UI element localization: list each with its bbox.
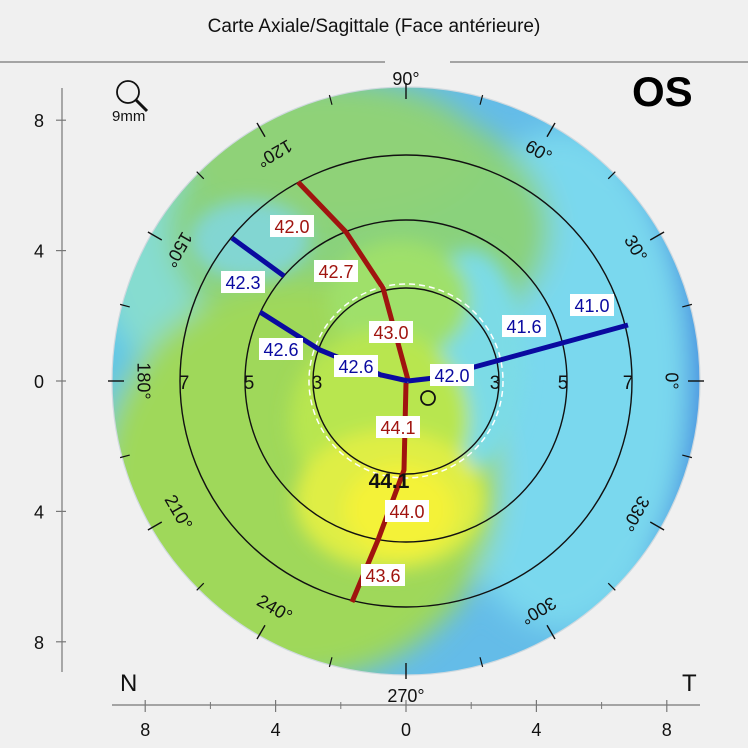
steep-meridian-reading: 44.1 xyxy=(376,416,420,438)
reading-box xyxy=(314,260,358,282)
eye-label: OS xyxy=(632,68,693,115)
steep-meridian-reading: 42.0 xyxy=(270,215,314,237)
angle-minor-tick xyxy=(119,303,130,308)
angle-minor-tick xyxy=(682,454,693,459)
reading-box xyxy=(570,294,614,316)
flat-meridian-reading: 42.0 xyxy=(430,364,474,386)
zoom-label: 9mm xyxy=(112,108,146,125)
map-title: Carte Axiale/Sagittale (Face antérieure) xyxy=(207,16,541,37)
center-k-value: 44.1 xyxy=(369,470,410,493)
angle-tick xyxy=(256,122,266,138)
angle-label: 270° xyxy=(387,686,424,706)
pupil-circle xyxy=(308,283,504,479)
ring-label: 5 xyxy=(244,373,255,394)
reading-box xyxy=(221,271,265,293)
x-axis-ticks: 8 4 0 4 8 xyxy=(140,700,672,740)
reading-box xyxy=(361,564,405,586)
angle-minor-tick xyxy=(196,171,205,180)
x-tick-label: 8 xyxy=(140,720,150,740)
angle-tick xyxy=(546,122,556,138)
angle-tick xyxy=(546,624,556,640)
ring-label: 3 xyxy=(312,373,323,394)
ring-label: 5 xyxy=(558,373,569,394)
y-tick-label: 8 xyxy=(34,111,44,131)
flat-meridian-reading: 42.6 xyxy=(334,355,378,377)
reading-box xyxy=(385,500,429,522)
reading-value: 42.7 xyxy=(318,262,353,282)
flat-meridian-reading: 41.6 xyxy=(502,315,546,337)
angle-label: 180° xyxy=(133,362,153,399)
reading-box xyxy=(502,315,546,337)
y-tick-label: 8 xyxy=(34,633,44,653)
flat-meridian-reading: 42.3 xyxy=(221,271,265,293)
reading-value: 44.1 xyxy=(380,418,415,438)
steep-meridian-reading: 43.0 xyxy=(369,321,413,343)
nasal-label: N xyxy=(120,670,138,697)
zone-ring xyxy=(179,154,633,608)
flat-meridian-reading: 41.0 xyxy=(570,294,614,316)
ring-label: 7 xyxy=(623,373,634,394)
x-tick-label: 0 xyxy=(401,720,411,740)
zone-ring xyxy=(312,287,500,475)
reading-value: 42.3 xyxy=(225,273,260,293)
angle-minor-tick xyxy=(196,582,205,591)
zone-ring xyxy=(244,219,568,543)
flat-meridian-reading: 42.6 xyxy=(259,338,303,360)
angle-minor-tick xyxy=(607,171,616,180)
reading-value: 42.0 xyxy=(274,217,309,237)
angle-tick xyxy=(649,521,665,531)
angle-minor-tick xyxy=(607,582,616,591)
reading-value: 43.6 xyxy=(365,566,400,586)
pupil-center-marker xyxy=(420,390,436,406)
reading-value: 41.0 xyxy=(574,296,609,316)
reading-box xyxy=(376,416,420,438)
reading-box xyxy=(334,355,378,377)
y-tick-label: 4 xyxy=(34,242,44,262)
temporal-label: T xyxy=(682,670,697,697)
x-tick-label: 8 xyxy=(662,720,672,740)
x-tick-label: 4 xyxy=(531,720,541,740)
reading-value: 43.0 xyxy=(373,323,408,343)
reading-value: 42.6 xyxy=(338,357,373,377)
angle-tick xyxy=(649,231,665,241)
ring-labels: 3 3 5 5 7 7 xyxy=(179,373,634,394)
angle-minor-tick xyxy=(479,657,484,668)
steep-meridian-reading: 42.7 xyxy=(314,260,358,282)
steep-meridian-reading: 43.6 xyxy=(361,564,405,586)
steep-meridian-reading: 44.0 xyxy=(385,500,429,522)
angle-minor-tick xyxy=(119,454,130,459)
angle-tick xyxy=(256,624,266,640)
angle-minor-tick xyxy=(682,303,693,308)
angle-tick xyxy=(147,231,163,241)
y-tick-label: 4 xyxy=(34,502,44,522)
x-tick-label: 4 xyxy=(271,720,281,740)
reading-box xyxy=(430,364,474,386)
reading-box xyxy=(369,321,413,343)
angle-label: 90° xyxy=(392,69,419,89)
reading-box xyxy=(259,338,303,360)
magnifier-icon xyxy=(116,80,149,113)
ring-label: 3 xyxy=(490,373,501,394)
reading-value: 41.6 xyxy=(506,317,541,337)
angle-label: 0° xyxy=(661,372,681,389)
k-readings: 43.0 42.7 42.0 44.1 44.0 43.6 42.0 41.6 41.0 42.6… xyxy=(221,215,614,586)
angle-minor-tick xyxy=(328,657,333,668)
reading-box xyxy=(270,215,314,237)
angle-minor-tick xyxy=(328,94,333,105)
reading-value: 44.0 xyxy=(389,502,424,522)
ring-label: 7 xyxy=(179,373,190,394)
reading-value: 42.6 xyxy=(263,340,298,360)
zone-rings xyxy=(179,154,633,608)
y-tick-label: 0 xyxy=(34,372,44,392)
reading-value: 42.0 xyxy=(434,366,469,386)
angle-minor-tick xyxy=(479,94,484,105)
angle-tick xyxy=(147,521,163,531)
y-axis-ticks: 8 4 0 4 8 xyxy=(34,111,66,653)
